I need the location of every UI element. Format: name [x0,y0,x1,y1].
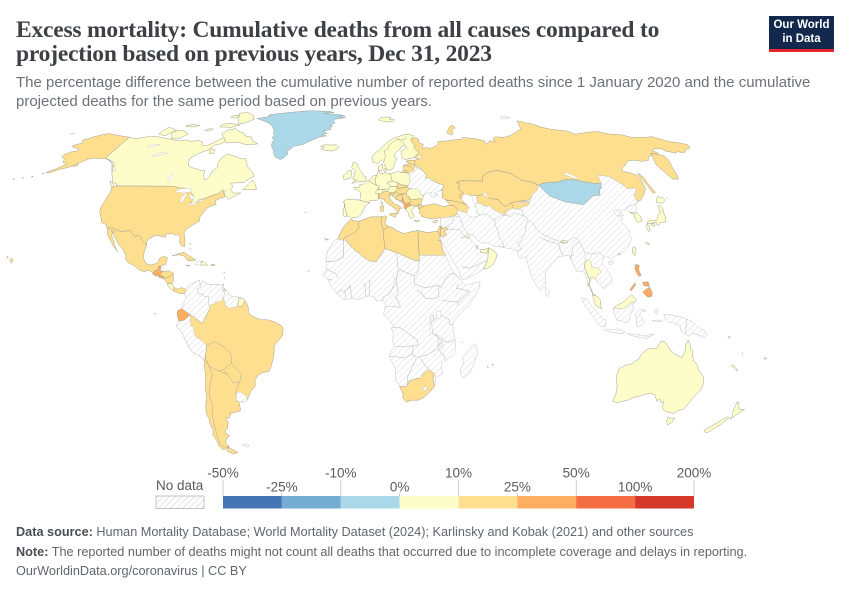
svg-text:-50%: -50% [207,466,239,481]
svg-text:25%: 25% [504,480,531,495]
svg-text:No data: No data [156,478,204,493]
svg-text:50%: 50% [563,466,590,481]
svg-text:200%: 200% [677,466,712,481]
svg-text:100%: 100% [618,480,653,495]
svg-text:0%: 0% [390,480,410,495]
svg-text:-25%: -25% [266,480,298,495]
svg-text:10%: 10% [445,466,472,481]
svg-text:-10%: -10% [325,466,357,481]
